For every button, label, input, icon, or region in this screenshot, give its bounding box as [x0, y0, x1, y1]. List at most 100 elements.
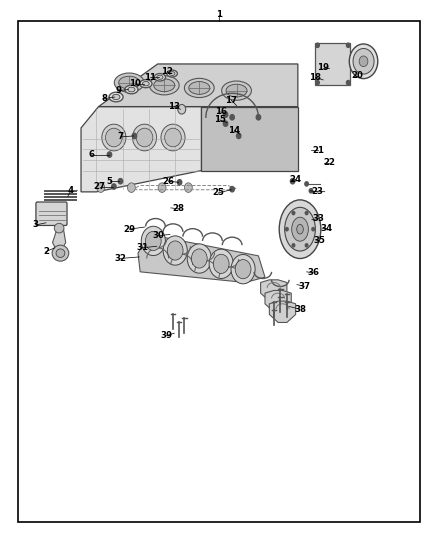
Circle shape: [132, 133, 137, 139]
Text: 15: 15: [214, 116, 226, 124]
Ellipse shape: [114, 73, 144, 92]
Circle shape: [316, 80, 319, 85]
Ellipse shape: [157, 75, 163, 79]
Circle shape: [118, 179, 123, 184]
Text: 30: 30: [152, 231, 165, 240]
Text: 33: 33: [313, 214, 325, 223]
Ellipse shape: [128, 87, 135, 92]
Text: 11: 11: [144, 73, 156, 82]
Circle shape: [290, 179, 295, 184]
Circle shape: [112, 184, 116, 189]
Text: 4: 4: [68, 187, 74, 195]
Circle shape: [292, 212, 295, 215]
Circle shape: [256, 115, 261, 120]
Ellipse shape: [167, 241, 183, 260]
Text: 1: 1: [216, 11, 222, 19]
Polygon shape: [315, 43, 350, 85]
Ellipse shape: [297, 224, 304, 234]
Ellipse shape: [209, 249, 233, 278]
Circle shape: [184, 183, 192, 192]
Text: 21: 21: [312, 146, 324, 155]
Text: 39: 39: [160, 332, 173, 340]
Ellipse shape: [54, 223, 64, 233]
Ellipse shape: [169, 71, 175, 76]
Ellipse shape: [279, 200, 321, 259]
Text: 37: 37: [298, 282, 311, 290]
Circle shape: [230, 187, 234, 192]
Text: 31: 31: [136, 244, 148, 252]
Polygon shape: [261, 280, 287, 301]
Text: 13: 13: [168, 102, 180, 111]
Circle shape: [177, 180, 182, 185]
Text: 8: 8: [101, 94, 107, 103]
Text: 5: 5: [106, 177, 113, 185]
Circle shape: [346, 43, 350, 47]
Ellipse shape: [119, 76, 140, 89]
Text: 23: 23: [311, 188, 324, 196]
Ellipse shape: [141, 226, 165, 256]
Ellipse shape: [222, 81, 251, 100]
Text: 3: 3: [33, 221, 39, 229]
Ellipse shape: [165, 128, 181, 147]
Text: 18: 18: [309, 73, 321, 82]
Ellipse shape: [161, 124, 185, 151]
Circle shape: [286, 228, 288, 231]
Text: 10: 10: [129, 79, 141, 88]
Ellipse shape: [149, 76, 179, 95]
Polygon shape: [269, 301, 296, 322]
Circle shape: [107, 152, 112, 157]
Text: 25: 25: [212, 189, 224, 197]
Text: 26: 26: [162, 177, 175, 185]
Circle shape: [127, 183, 135, 192]
Ellipse shape: [235, 260, 251, 279]
Circle shape: [230, 115, 234, 120]
Circle shape: [305, 182, 308, 186]
Ellipse shape: [56, 249, 65, 257]
Polygon shape: [53, 229, 66, 251]
Ellipse shape: [102, 124, 126, 151]
Ellipse shape: [187, 244, 211, 273]
Ellipse shape: [285, 207, 315, 251]
Text: 12: 12: [161, 67, 173, 76]
Polygon shape: [138, 235, 265, 282]
Ellipse shape: [292, 217, 308, 241]
Circle shape: [292, 244, 295, 247]
Ellipse shape: [178, 104, 186, 114]
Ellipse shape: [154, 74, 166, 81]
Circle shape: [305, 212, 308, 215]
Circle shape: [316, 43, 319, 47]
Ellipse shape: [154, 79, 175, 92]
Text: 38: 38: [294, 305, 306, 313]
Ellipse shape: [109, 92, 123, 102]
Text: 14: 14: [228, 126, 240, 134]
Circle shape: [305, 244, 308, 247]
Text: 35: 35: [314, 237, 326, 245]
Text: 2: 2: [43, 247, 49, 256]
Polygon shape: [265, 290, 291, 312]
Ellipse shape: [145, 231, 161, 251]
Text: 29: 29: [123, 225, 135, 233]
Text: 7: 7: [117, 133, 124, 141]
Ellipse shape: [184, 78, 214, 98]
Polygon shape: [99, 64, 298, 107]
Polygon shape: [81, 107, 201, 192]
FancyBboxPatch shape: [36, 202, 67, 225]
Circle shape: [346, 80, 350, 85]
Ellipse shape: [106, 128, 122, 147]
Circle shape: [223, 112, 228, 117]
Ellipse shape: [189, 82, 210, 94]
Circle shape: [158, 183, 166, 192]
Circle shape: [237, 133, 241, 139]
Text: 27: 27: [94, 182, 106, 191]
Ellipse shape: [191, 249, 207, 268]
Polygon shape: [201, 107, 298, 171]
Ellipse shape: [125, 85, 138, 94]
Circle shape: [223, 121, 228, 126]
Text: 6: 6: [88, 150, 94, 159]
Text: 17: 17: [225, 96, 237, 104]
Ellipse shape: [163, 236, 187, 265]
Ellipse shape: [359, 56, 368, 67]
Circle shape: [312, 228, 314, 231]
Text: 34: 34: [321, 224, 333, 232]
Text: 36: 36: [307, 269, 319, 277]
